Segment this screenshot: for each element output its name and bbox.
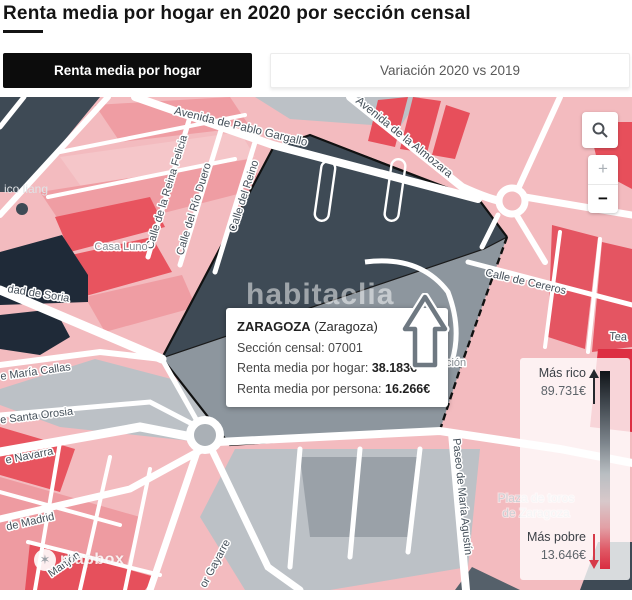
tooltip-person-label: Renta media por persona: bbox=[237, 381, 386, 396]
tooltip-person-value: 16.266€ bbox=[385, 381, 431, 396]
roundabouts bbox=[16, 184, 529, 454]
legend-down-arrow-icon bbox=[589, 534, 599, 569]
income-legend: Más rico 89.731€ Más pobre 13.646€ bbox=[520, 358, 630, 580]
habitaclia-watermark: habitaclia bbox=[246, 278, 395, 311]
legend-rich-value: 89.731€ bbox=[540, 384, 586, 398]
street-label-teatro: Tea bbox=[609, 331, 628, 344]
legend-up-arrow-icon bbox=[589, 369, 599, 404]
search-icon bbox=[592, 122, 608, 138]
tab-renta-media[interactable]: Renta media por hogar bbox=[3, 53, 252, 88]
map-search-button[interactable] bbox=[582, 112, 618, 148]
zoom-out-button[interactable]: − bbox=[588, 183, 618, 214]
page-title: Renta media por hogar en 2020 por secció… bbox=[3, 3, 471, 24]
tooltip-region: (Zaragoza) bbox=[310, 319, 378, 334]
tooltip-section-label: Sección censal: bbox=[237, 340, 329, 355]
title-underline bbox=[3, 30, 43, 33]
map-zoom-control: + − bbox=[588, 155, 618, 213]
poi-label-casa-luno: Casa Luno bbox=[94, 241, 147, 253]
tooltip-section-value: 07001 bbox=[328, 340, 363, 355]
mapbox-logo[interactable]: ✶ mapbox bbox=[34, 549, 124, 571]
tab-renta-media-label: Renta media por hogar bbox=[53, 63, 202, 78]
poi-label-ico-liang: ico liang bbox=[4, 182, 48, 196]
legend-rich-label: Más rico bbox=[538, 366, 586, 380]
tooltip-household-label: Renta media por hogar: bbox=[237, 361, 372, 375]
mapbox-logo-icon: ✶ bbox=[34, 549, 56, 571]
tooltip-city: ZARAGOZA bbox=[237, 319, 311, 334]
tab-variacion-label: Variación 2020 vs 2019 bbox=[379, 63, 521, 78]
legend-gradient-bar bbox=[600, 371, 610, 569]
tab-variacion[interactable]: Variación 2020 vs 2019 bbox=[270, 53, 630, 88]
legend-poor-value: 13.646€ bbox=[540, 548, 586, 562]
pointer-arrow-icon bbox=[400, 293, 450, 370]
legend-poor-label: Más pobre bbox=[526, 530, 586, 544]
zoom-in-button[interactable]: + bbox=[598, 159, 608, 179]
map-canvas[interactable]: Avenida de Pablo Gargallo Avenida de la … bbox=[0, 97, 632, 590]
mapbox-logo-text: mapbox bbox=[60, 551, 125, 568]
tooltip-household-value: 38.183€ bbox=[371, 361, 417, 375]
